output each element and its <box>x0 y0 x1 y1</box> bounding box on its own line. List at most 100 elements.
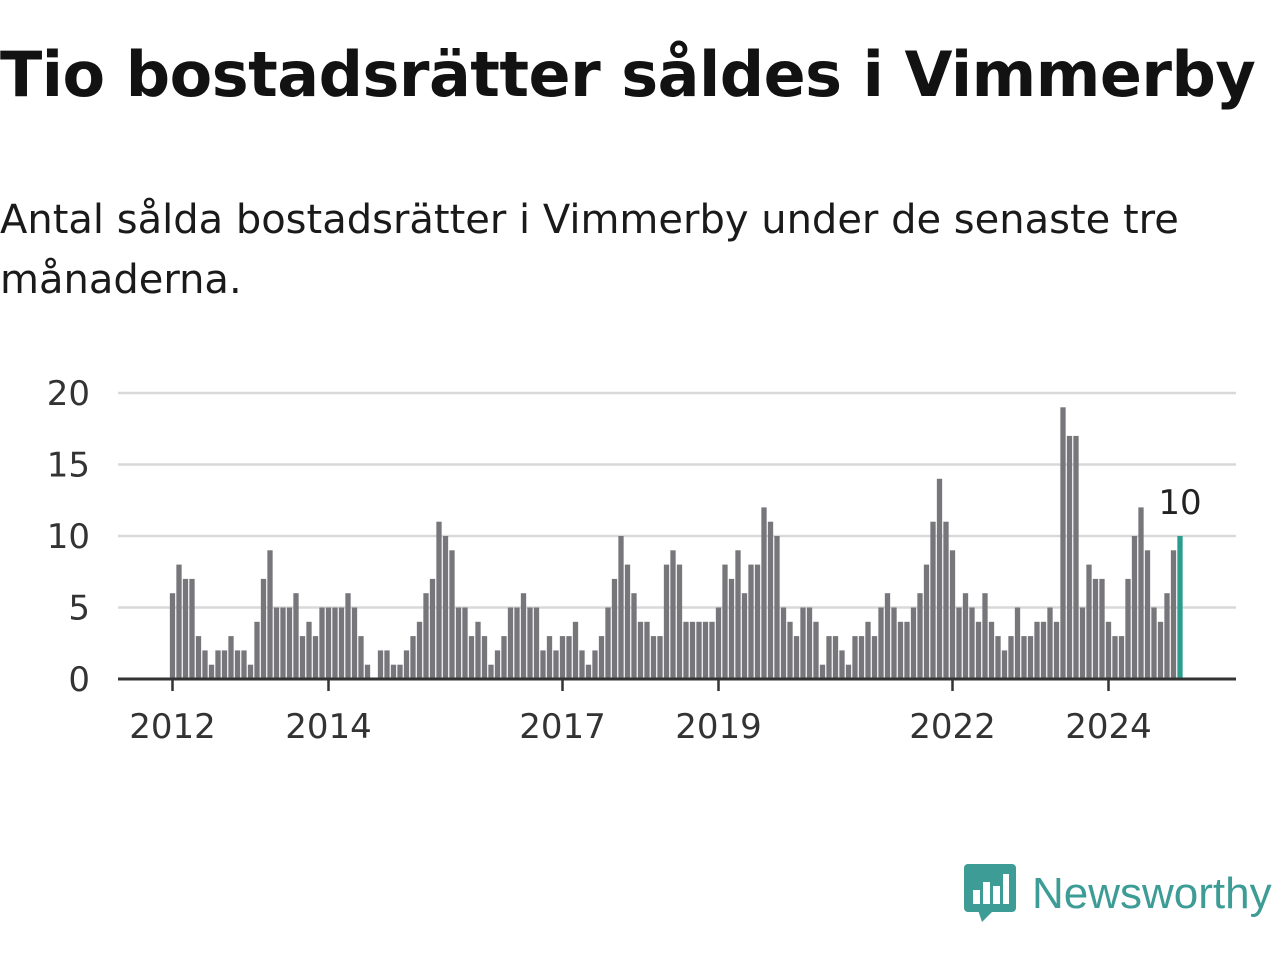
bar <box>1138 507 1144 679</box>
bar <box>852 636 858 679</box>
bar <box>624 564 631 679</box>
x-tick-label-2014: 2014 <box>285 707 372 747</box>
bar <box>618 536 624 679</box>
bar <box>969 607 975 679</box>
bar <box>189 578 195 679</box>
bar <box>436 521 442 679</box>
bar <box>332 607 338 679</box>
bar <box>267 550 273 679</box>
bar <box>338 607 345 679</box>
bar <box>1092 578 1099 679</box>
bar <box>956 607 962 679</box>
bar <box>995 636 1001 679</box>
bar <box>241 650 247 679</box>
bar <box>1021 636 1027 679</box>
bar <box>559 636 566 679</box>
y-tick-label-5: 5 <box>68 589 90 629</box>
bar <box>676 564 683 679</box>
bar <box>592 650 598 679</box>
bar <box>657 636 663 679</box>
bar <box>475 621 481 679</box>
bar <box>527 607 533 679</box>
bar <box>917 593 923 679</box>
bar <box>644 621 650 679</box>
bar <box>507 607 514 679</box>
bar <box>234 650 241 679</box>
bar <box>384 650 390 679</box>
bar <box>579 650 585 679</box>
bar <box>1053 621 1060 679</box>
bar <box>904 621 910 679</box>
bar <box>1008 636 1014 679</box>
bar <box>715 607 722 679</box>
bar <box>741 593 748 679</box>
bar <box>689 621 696 679</box>
bar <box>345 593 351 679</box>
bar <box>202 650 208 679</box>
bar <box>930 521 936 679</box>
bar <box>754 564 761 679</box>
bar <box>1099 578 1105 679</box>
bar <box>878 607 884 679</box>
bar <box>319 607 325 679</box>
bar <box>351 607 358 679</box>
bar <box>845 664 852 679</box>
bar <box>1066 435 1073 679</box>
bar <box>806 607 813 679</box>
bar <box>540 650 546 679</box>
bar <box>962 593 969 679</box>
bar <box>748 564 754 679</box>
bar <box>832 636 839 679</box>
bar <box>1034 621 1040 679</box>
bar <box>280 607 286 679</box>
bar <box>481 636 488 679</box>
x-tick-label-2024: 2024 <box>1065 707 1152 747</box>
bar <box>585 664 592 679</box>
bar <box>982 593 988 679</box>
bar <box>228 636 234 679</box>
y-tick-label-15: 15 <box>47 446 90 486</box>
bar <box>377 650 384 679</box>
bar <box>501 636 507 679</box>
bar <box>767 521 774 679</box>
bar <box>1144 550 1151 679</box>
bar <box>611 578 618 679</box>
bar <box>546 636 553 679</box>
x-axis <box>118 677 1236 691</box>
y-tick-label-0: 0 <box>68 660 90 700</box>
bar <box>195 636 202 679</box>
bar <box>683 621 689 679</box>
bar <box>325 607 332 679</box>
bar <box>306 621 312 679</box>
bars <box>169 407 1183 679</box>
bar <box>182 578 189 679</box>
bar <box>358 636 364 679</box>
bar <box>403 650 410 679</box>
bar <box>761 507 767 679</box>
bar <box>884 593 891 679</box>
bar <box>813 621 819 679</box>
bar <box>1170 550 1177 679</box>
bar-highlight <box>1177 536 1183 679</box>
bar <box>416 621 423 679</box>
bar <box>1079 607 1086 679</box>
bar <box>865 621 871 679</box>
bar <box>299 636 306 679</box>
newsworthy-logo-icon <box>964 864 1016 922</box>
bar <box>494 650 501 679</box>
bar <box>1014 607 1021 679</box>
bar <box>442 536 449 679</box>
bar <box>397 664 403 679</box>
bar <box>572 621 579 679</box>
bar <box>312 636 319 679</box>
bar <box>663 564 670 679</box>
bar <box>533 607 540 679</box>
bar <box>709 621 715 679</box>
x-tick-label-2012: 2012 <box>129 707 216 747</box>
bar <box>520 593 527 679</box>
bar <box>670 550 676 679</box>
bar <box>910 607 917 679</box>
bar <box>1047 607 1053 679</box>
x-tick-label-2017: 2017 <box>519 707 606 747</box>
bar <box>826 636 832 679</box>
